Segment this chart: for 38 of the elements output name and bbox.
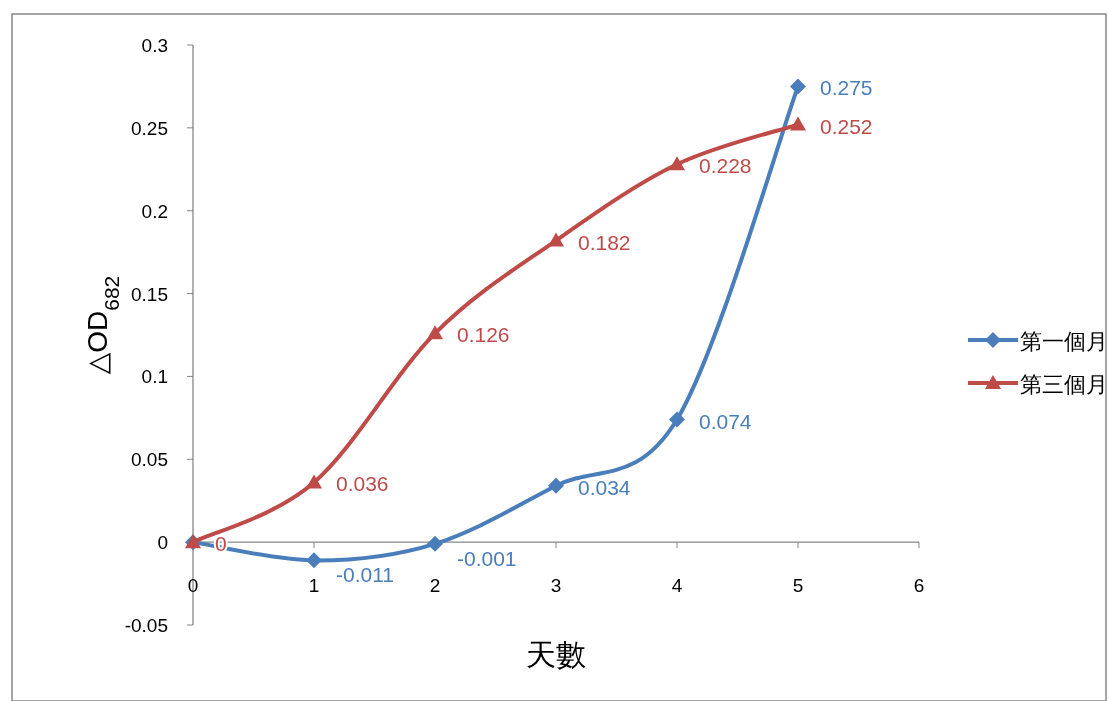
data-label: 0.034 (578, 475, 631, 499)
point (548, 477, 564, 494)
point (306, 552, 322, 569)
data-label: 0.126 (457, 323, 510, 347)
y-tick-label: 0.1 (141, 366, 168, 388)
legend-label: 第三個月 (1020, 372, 1108, 397)
data-label: 0.252 (820, 114, 873, 138)
x-axis-title: 天數 (526, 638, 586, 671)
x-tick-label: 1 (308, 575, 320, 597)
x-tick-label: 5 (792, 575, 804, 597)
data-label: 0.182 (578, 230, 631, 254)
point (790, 116, 806, 131)
point (669, 156, 685, 171)
x-tick-label: 6 (913, 575, 925, 597)
point (427, 325, 443, 340)
x-tick-label: 3 (550, 575, 562, 597)
x-tick-label: 2 (429, 575, 441, 597)
data-label: 0.074 (699, 409, 752, 433)
data-label: 0.275 (820, 76, 873, 100)
data-label: 0.036 (336, 472, 389, 496)
data-label: -0.011 (336, 563, 394, 587)
y-tick-label: 0.05 (131, 449, 168, 471)
y-tick-label: 0.2 (141, 200, 168, 222)
point (669, 411, 685, 428)
y-tick-label: 0.25 (131, 117, 168, 139)
point (548, 232, 564, 247)
point (427, 535, 443, 552)
y-tick-label: 0.15 (131, 283, 168, 305)
data-label: 0.228 (699, 154, 752, 178)
point (790, 78, 806, 95)
y-tick-label: 0.3 (141, 35, 168, 56)
x-tick-label: 4 (671, 575, 683, 597)
point (306, 474, 322, 489)
y-tick-label: 0 (157, 532, 168, 554)
legend-label: 第一個月 (1020, 329, 1108, 354)
x-tick-label: 0 (187, 575, 199, 597)
y-tick-label: -0.05 (124, 615, 168, 636)
data-label: -0.001 (457, 546, 517, 570)
